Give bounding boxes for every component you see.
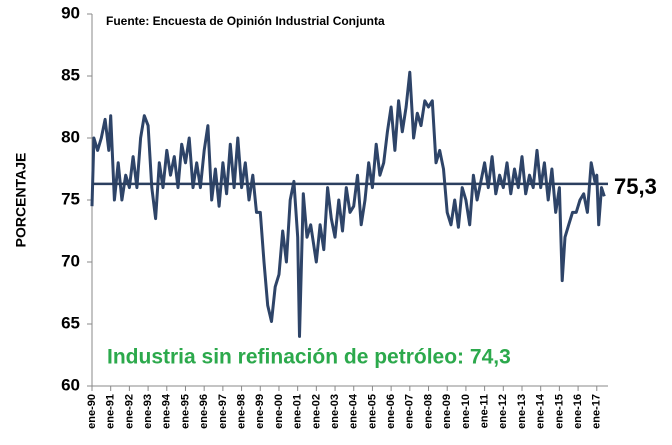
- x-tick-label: ene-14: [535, 393, 547, 429]
- x-tick-label: ene-93: [142, 394, 154, 429]
- x-tick-label: ene-08: [422, 394, 434, 429]
- x-tick-label: ene-98: [235, 394, 247, 429]
- x-tick-label: ene-07: [404, 394, 416, 429]
- x-tick-label: ene-09: [441, 394, 453, 429]
- x-tick-label: ene-91: [105, 394, 117, 429]
- y-tick-label: 80: [61, 127, 80, 146]
- x-tick-label: ene-95: [179, 394, 191, 429]
- y-tick-label: 65: [61, 313, 80, 332]
- x-tick-label: ene-96: [198, 394, 210, 429]
- y-tick-label: 75: [61, 189, 80, 208]
- annotation: Industria sin refinación de petróleo: 74…: [107, 346, 511, 369]
- x-tick-label: ene-13: [516, 394, 528, 429]
- x-tick-label: ene-04: [348, 393, 360, 429]
- x-tick-label: ene-10: [460, 394, 472, 429]
- series-line: [90, 70, 606, 338]
- y-tick-label: 70: [61, 251, 80, 270]
- y-tick-label: 90: [61, 3, 80, 22]
- x-tick-label: ene-00: [273, 394, 285, 429]
- x-tick-label: ene-15: [553, 394, 565, 429]
- y-axis-label: PORCENTAJE: [13, 153, 29, 248]
- x-tick-label: ene-90: [86, 394, 98, 429]
- x-tick-label: ene-12: [497, 394, 509, 429]
- x-tick-label: ene-94: [161, 393, 173, 429]
- x-tick-label: ene-92: [123, 394, 135, 429]
- y-tick-label: 85: [61, 65, 80, 84]
- x-tick-label: ene-06: [385, 394, 397, 429]
- x-tick-label: ene-99: [254, 394, 266, 429]
- x-tick-label: ene-17: [591, 394, 603, 429]
- end-label: 75,3: [614, 174, 657, 199]
- source: Fuente: Encuesta de Opinión Industrial C…: [106, 14, 385, 28]
- x-tick-label: ene-16: [572, 394, 584, 429]
- y-tick-label: 60: [61, 375, 80, 394]
- x-tick-label: ene-97: [217, 394, 229, 429]
- x-tick-label: ene-03: [329, 394, 341, 429]
- x-tick-label: ene-05: [366, 394, 378, 429]
- x-tick-label: ene-01: [292, 394, 304, 429]
- x-tick-label: ene-11: [479, 394, 491, 428]
- x-tick-label: ene-02: [310, 394, 322, 429]
